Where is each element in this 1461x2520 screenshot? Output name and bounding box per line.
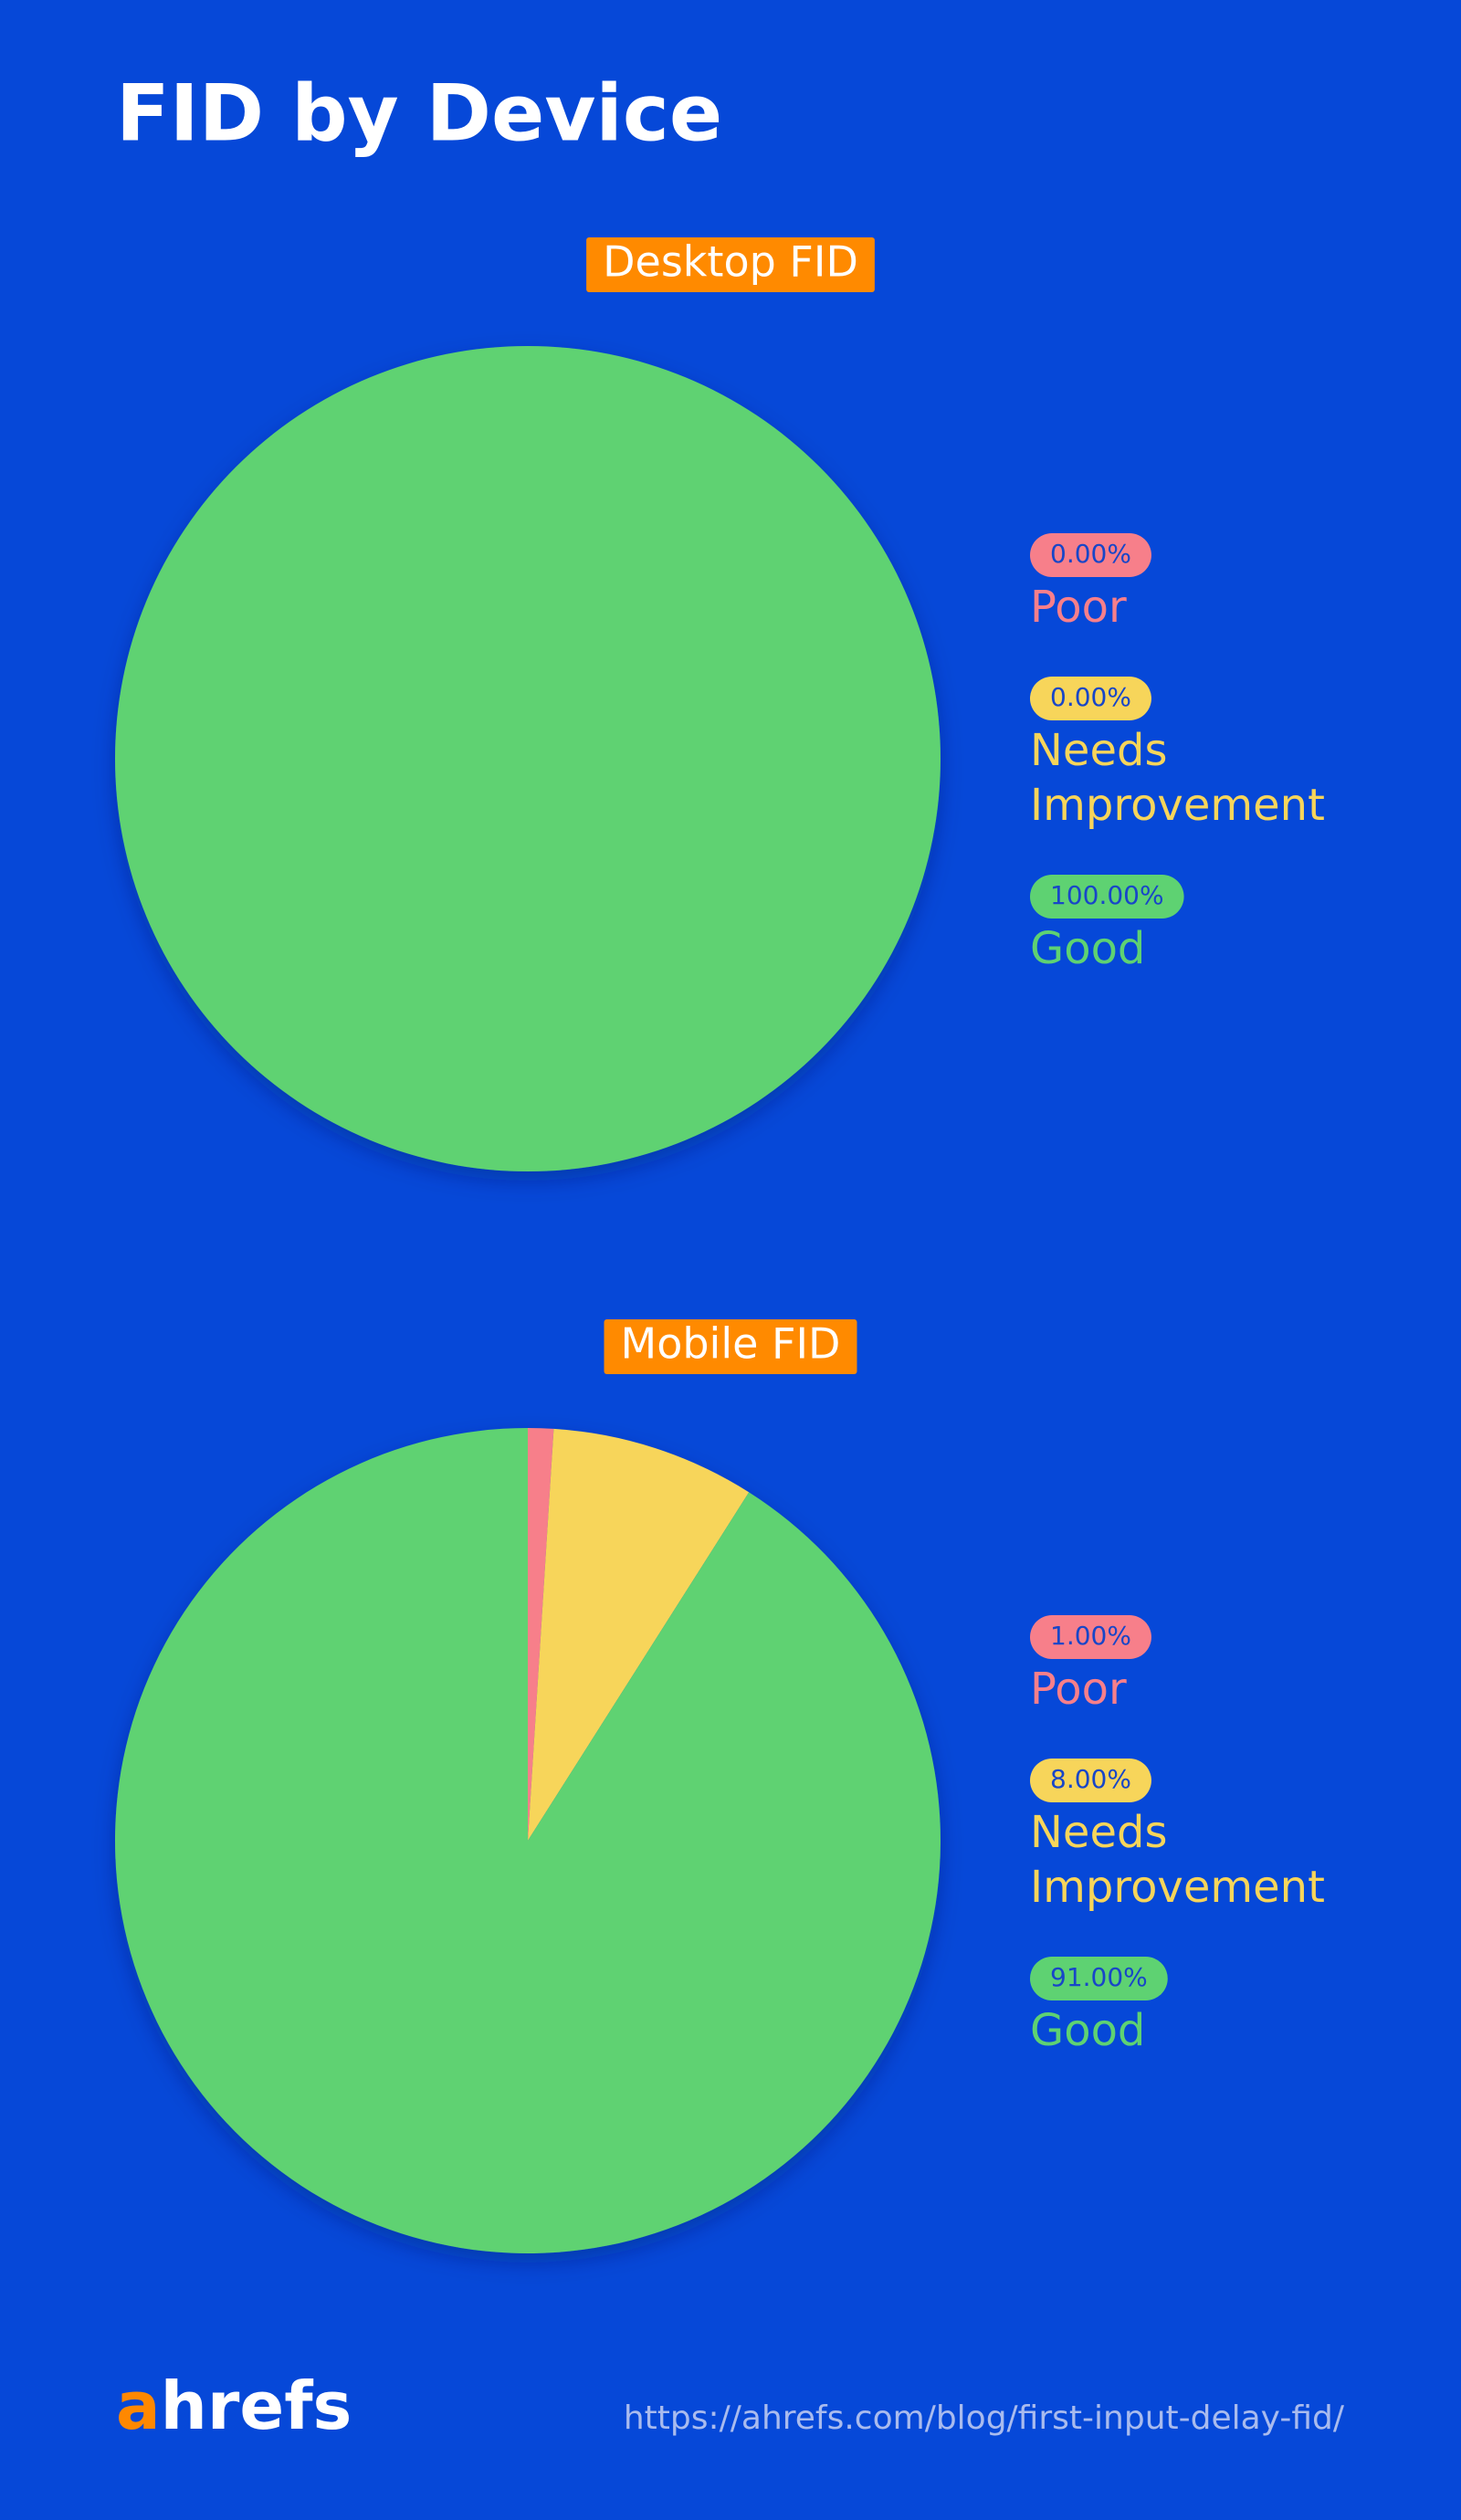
pie-slice [528, 1428, 750, 1841]
legend-label: Needs Improvement [1030, 1807, 1325, 1913]
pie [115, 1428, 941, 2253]
legend-label: Good [1030, 2005, 1145, 2056]
legend-label: Poor [1030, 1664, 1127, 1715]
legend-label: Good [1030, 923, 1145, 974]
legend-badge [1030, 875, 1184, 919]
source-url: https://ahrefs.com/blog/first-input-dela… [624, 2399, 1345, 2437]
page-title: FID by Device [116, 68, 722, 159]
legend-badge [1030, 1759, 1151, 1802]
legend-label: Poor [1030, 582, 1127, 633]
chart-title-badge [586, 237, 875, 292]
pie-slice [528, 1428, 554, 1841]
legend-value-label: 91.00% [1050, 1962, 1148, 1992]
pie-slice [115, 1428, 941, 2253]
legend-label: Needs Improvement [1030, 725, 1325, 831]
chart-title-badge [604, 1319, 857, 1374]
chart-title: Desktop FID [603, 237, 858, 287]
pie [115, 346, 941, 1171]
legend-value-label: 100.00% [1050, 880, 1164, 910]
legend-value-label: 0.00% [1050, 682, 1131, 712]
legend-value-label: 8.00% [1050, 1764, 1131, 1794]
legend-badge [1030, 677, 1151, 720]
legend-value-label: 0.00% [1050, 539, 1131, 569]
chart: Desktop FID [586, 237, 875, 292]
legend-badge [1030, 1957, 1168, 2000]
chart-title: Mobile FID [621, 1319, 841, 1369]
legend-badge [1030, 1615, 1151, 1659]
legend-badge [1030, 533, 1151, 577]
logo: ahrefs [116, 2368, 352, 2444]
legend-value-label: 1.00% [1050, 1621, 1131, 1651]
chart: Mobile FID [604, 1319, 857, 1374]
pie-slice [115, 346, 941, 1171]
